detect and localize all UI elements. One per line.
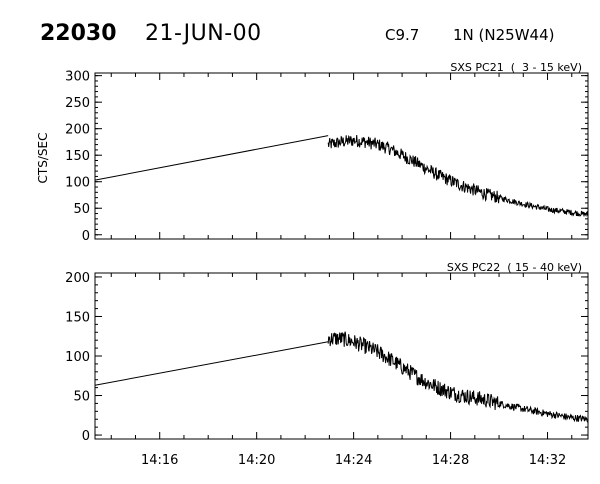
event-id: 22030 — [40, 21, 117, 46]
y-axis-label: CTS/SEC — [36, 133, 50, 184]
y-tick-label: 100 — [65, 176, 90, 191]
panel-pc22: SXS PC22 ( 15 - 40 keV) 0 50 100 150 200 14:1… — [65, 261, 589, 468]
flare-location: 1N (N25W44) — [453, 26, 554, 44]
x-tick-label: 14:28 — [432, 453, 469, 468]
flare-class: C9.7 — [385, 26, 419, 44]
panel-pc21: SXS PC21 ( 3 - 15 keV) CTS/SEC 0 50 100 150… — [36, 61, 589, 244]
y-tick-label: 50 — [73, 202, 90, 217]
x-tick-label: 14:24 — [335, 453, 372, 468]
y-tick-label: 50 — [73, 390, 90, 405]
y-tick-label: 0 — [82, 429, 90, 444]
event-date: 21-JUN-00 — [145, 21, 262, 46]
y-tick-label: 100 — [65, 350, 90, 365]
x-tick-label: 14:16 — [141, 453, 178, 468]
plot-frame — [94, 272, 589, 440]
axis-ticks: 0 50 100 150 200 14:16 14:20 14:24 14:28 14:32 — [65, 271, 588, 468]
series-group — [94, 331, 589, 423]
series-observed-line — [327, 135, 589, 217]
x-tick-label: 14:32 — [529, 453, 566, 468]
series-interpolated-line — [94, 341, 329, 386]
plot-frame — [94, 72, 589, 240]
y-tick-label: 200 — [65, 271, 90, 286]
y-tick-label: 150 — [65, 310, 90, 325]
series-observed-line — [327, 331, 589, 423]
axis-ticks: 0 50 100 150 200 250 300 — [65, 70, 588, 244]
panel-title: SXS PC22 ( 15 - 40 keV) — [447, 261, 582, 274]
y-tick-label: 300 — [65, 70, 90, 85]
panel-title: SXS PC21 ( 3 - 15 keV) — [450, 61, 582, 74]
x-tick-label: 14:20 — [238, 453, 275, 468]
y-tick-label: 250 — [65, 96, 90, 111]
series-interpolated-line — [94, 135, 329, 181]
y-tick-label: 200 — [65, 123, 90, 138]
series-group — [94, 135, 589, 217]
y-tick-label: 150 — [65, 149, 90, 164]
y-tick-label: 0 — [82, 229, 90, 244]
